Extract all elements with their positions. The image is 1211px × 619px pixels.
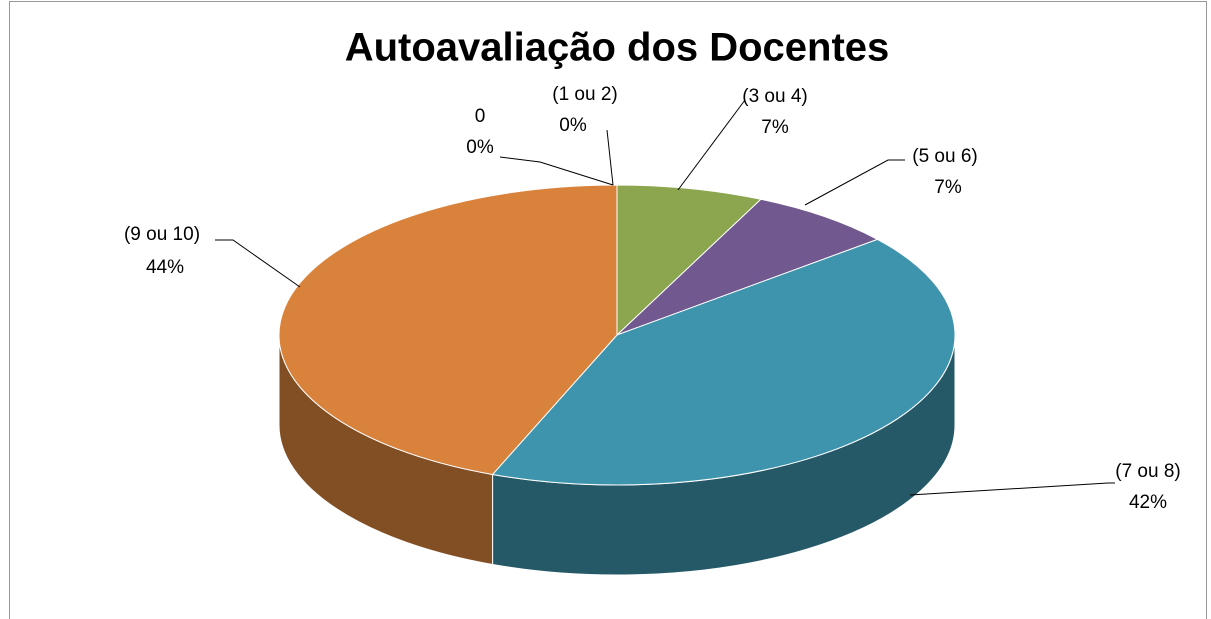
data-label-value: 42% (1129, 492, 1167, 513)
data-label-value: 0% (559, 115, 587, 136)
data-label-value: 44% (146, 257, 184, 278)
pie-slice (278, 184, 618, 476)
data-label-value: 7% (934, 177, 962, 198)
leader-line (215, 239, 301, 288)
data-label-name: (7 ou 8) (1115, 461, 1180, 482)
pie-slice (616, 198, 879, 336)
data-label-value: 0% (466, 137, 494, 158)
leader-line (677, 99, 746, 191)
data-label-name: (9 ou 10) (124, 224, 200, 245)
pie-slice (616, 184, 762, 337)
data-label-name: (3 ou 4) (742, 86, 807, 107)
chart-title: Autoavaliação dos Docentes (345, 26, 890, 70)
data-label-name: (5 ou 6) (912, 146, 977, 167)
data-label-name: (1 ou 2) (552, 84, 617, 105)
leader-line (909, 482, 1115, 496)
chart-border (9, 1, 1207, 619)
data-label-name: 0 (475, 106, 486, 127)
data-label-value: 7% (761, 117, 789, 138)
pie-slice (491, 238, 956, 486)
leader-line (606, 129, 614, 186)
leader-line (499, 156, 614, 186)
leader-line (804, 159, 905, 206)
